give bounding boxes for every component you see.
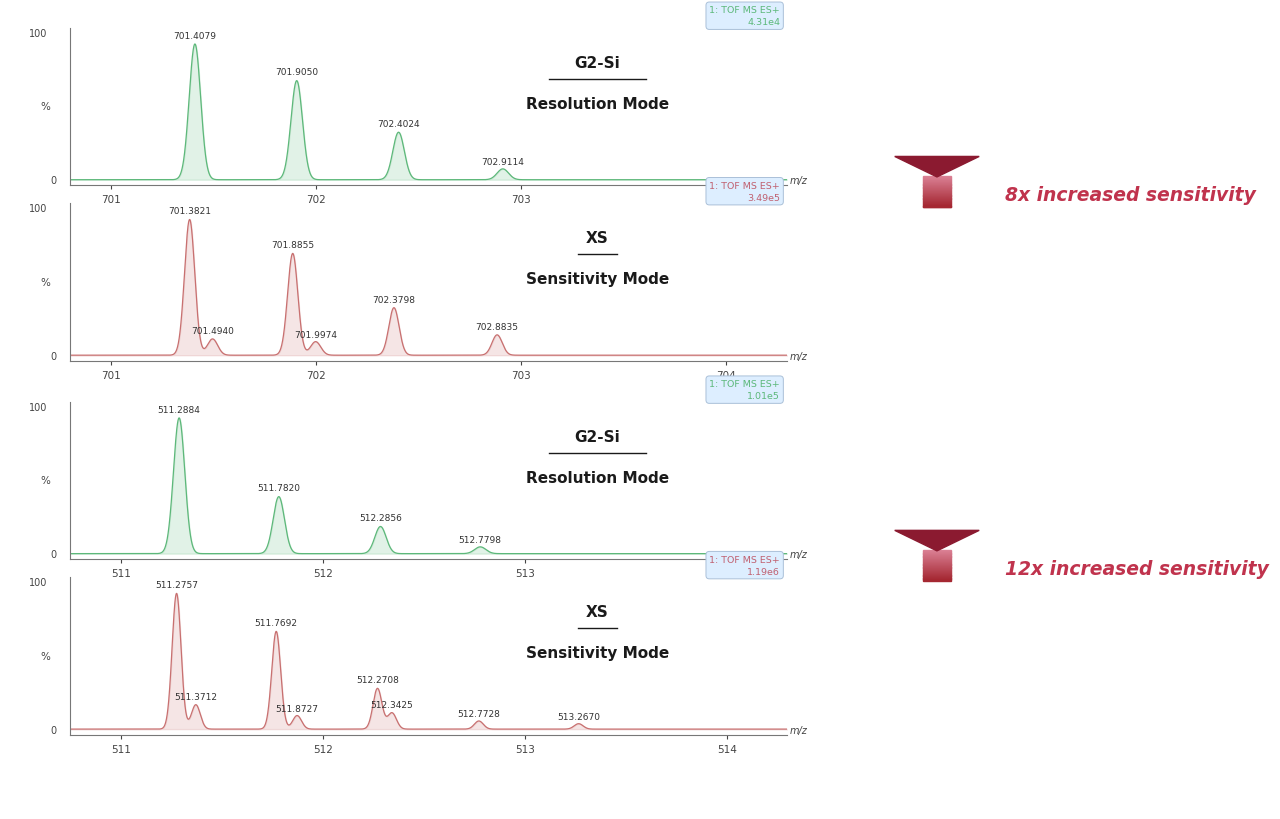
Text: %: %: [41, 278, 50, 287]
Text: 0: 0: [50, 176, 56, 186]
Text: %: %: [41, 476, 50, 486]
Text: 0: 0: [50, 351, 56, 361]
Text: %: %: [41, 102, 50, 112]
Text: 512.2856: 512.2856: [358, 514, 402, 523]
Text: 512.2708: 512.2708: [356, 676, 399, 685]
Text: m/z: m/z: [790, 351, 808, 361]
Text: 1: TOF MS ES+
1.01e5: 1: TOF MS ES+ 1.01e5: [709, 380, 780, 400]
Text: Resolution Mode: Resolution Mode: [526, 470, 669, 485]
Text: 511.2757: 511.2757: [155, 581, 198, 590]
Text: 701.4079: 701.4079: [173, 32, 216, 41]
Text: XS: XS: [586, 604, 608, 619]
Text: 702.4024: 702.4024: [378, 120, 420, 129]
Text: 512.3425: 512.3425: [371, 699, 413, 708]
Text: 701.9050: 701.9050: [275, 68, 319, 77]
Polygon shape: [895, 531, 979, 551]
Text: 512.7728: 512.7728: [457, 709, 500, 718]
Text: G2-Si: G2-Si: [575, 429, 620, 444]
Text: Resolution Mode: Resolution Mode: [526, 97, 669, 111]
Text: 701.4940: 701.4940: [191, 326, 234, 335]
Text: 511.2884: 511.2884: [157, 405, 201, 414]
Text: 8x increased sensitivity: 8x increased sensitivity: [1005, 185, 1256, 205]
Text: 511.7820: 511.7820: [257, 484, 301, 493]
Text: G2-Si: G2-Si: [575, 56, 620, 70]
Text: 701.3821: 701.3821: [168, 207, 211, 216]
Text: m/z: m/z: [790, 176, 808, 186]
Text: XS: XS: [586, 231, 608, 246]
Text: 1: TOF MS ES+
1.19e6: 1: TOF MS ES+ 1.19e6: [709, 555, 780, 576]
Text: m/z: m/z: [790, 725, 808, 735]
Text: 511.8727: 511.8727: [275, 704, 319, 713]
Polygon shape: [895, 157, 979, 178]
Text: 512.7798: 512.7798: [458, 536, 502, 545]
Text: 100: 100: [29, 402, 47, 412]
Text: 513.2670: 513.2670: [557, 712, 600, 721]
Text: 100: 100: [29, 577, 47, 587]
Text: 702.8835: 702.8835: [476, 322, 518, 331]
Text: m/z: m/z: [790, 550, 808, 559]
Text: 701.8855: 701.8855: [271, 241, 315, 250]
Text: 0: 0: [50, 550, 56, 559]
Text: Sensitivity Mode: Sensitivity Mode: [526, 645, 669, 660]
Text: 511.7692: 511.7692: [255, 618, 298, 627]
Text: 701.9974: 701.9974: [294, 330, 337, 339]
Text: 702.3798: 702.3798: [372, 295, 416, 304]
Text: 1: TOF MS ES+
4.31e4: 1: TOF MS ES+ 4.31e4: [709, 7, 780, 27]
Text: %: %: [41, 651, 50, 661]
Text: 702.9114: 702.9114: [481, 158, 525, 167]
Text: 0: 0: [50, 725, 56, 735]
Text: 100: 100: [29, 29, 47, 38]
Text: 100: 100: [29, 204, 47, 214]
Text: 12x increased sensitivity: 12x increased sensitivity: [1005, 559, 1268, 578]
Text: Sensitivity Mode: Sensitivity Mode: [526, 272, 669, 287]
Text: 511.3712: 511.3712: [174, 692, 218, 701]
Text: 1: TOF MS ES+
3.49e5: 1: TOF MS ES+ 3.49e5: [709, 182, 780, 202]
